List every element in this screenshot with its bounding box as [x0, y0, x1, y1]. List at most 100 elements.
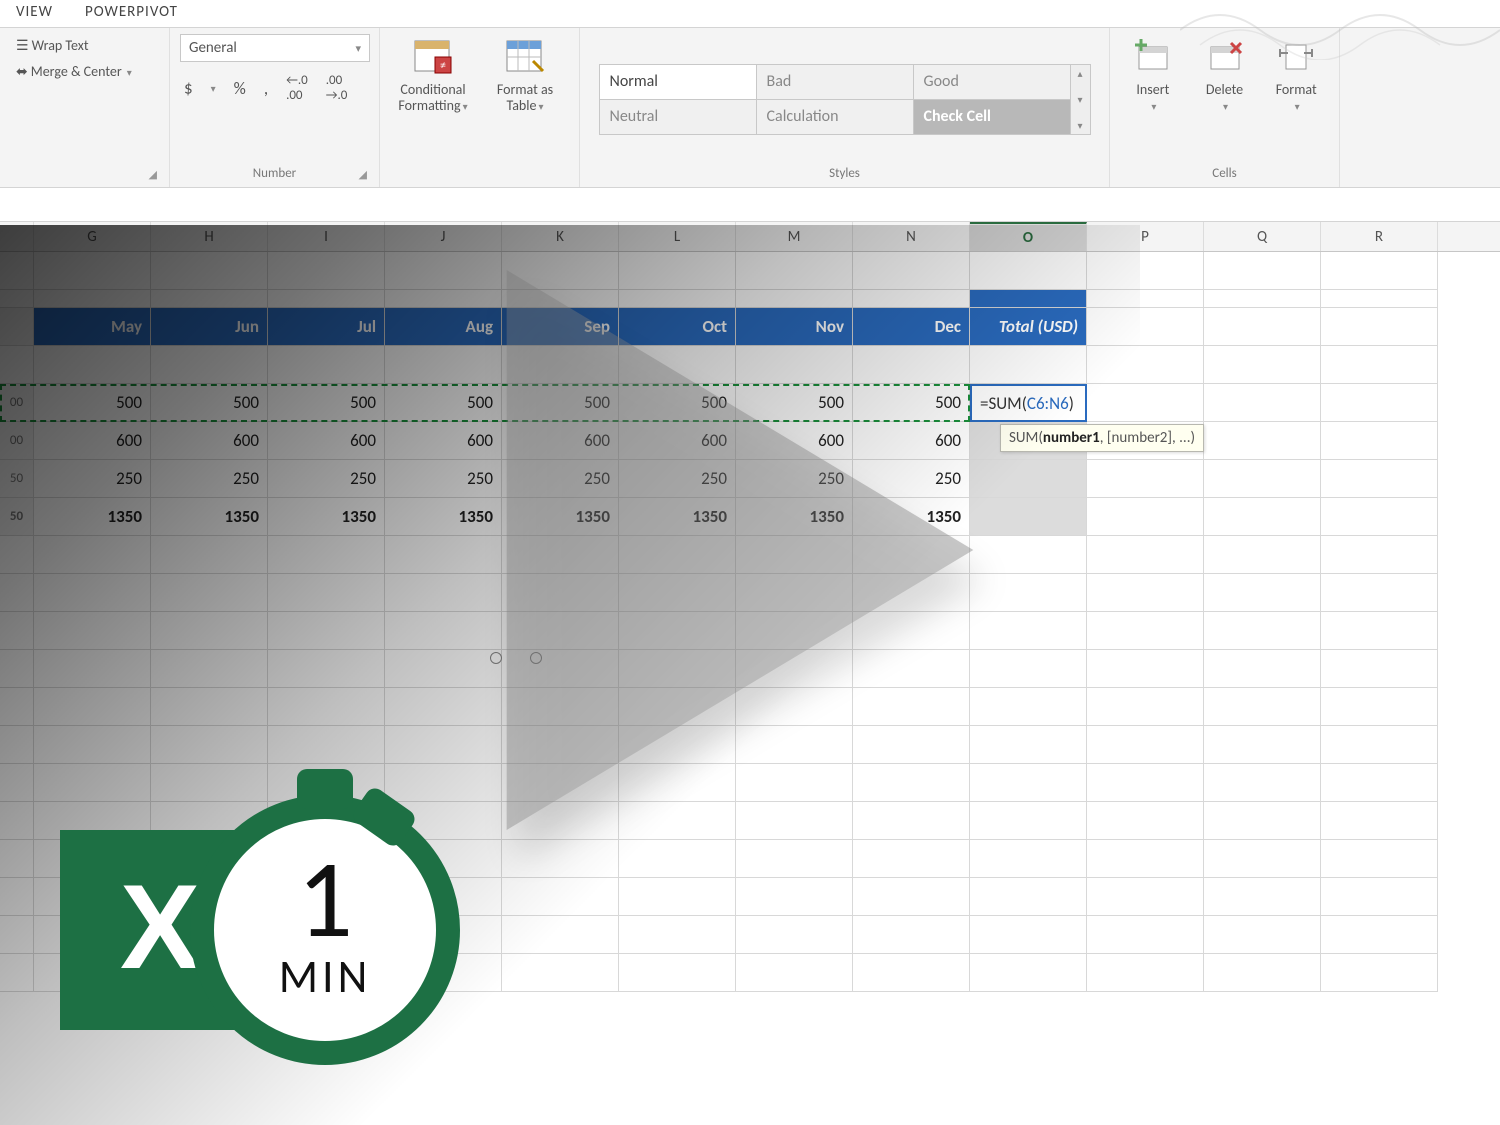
hdr-total: Total (USD): [970, 308, 1087, 346]
cell[interactable]: 600: [34, 422, 151, 460]
group-styles-gallery: Normal Bad Good Neutral Calculation Chec…: [580, 28, 1110, 187]
number-format-select[interactable]: General ▾: [180, 34, 370, 62]
percent-button[interactable]: %: [230, 76, 250, 101]
merge-center-label: Merge & Center: [31, 63, 122, 80]
cond-fmt-label-1: Conditional: [400, 81, 465, 98]
smart-tag-dot: [530, 652, 542, 664]
merge-center-button[interactable]: ⬌ Merge & Center: [10, 60, 138, 83]
cell[interactable]: 500: [619, 384, 736, 422]
stopwatch-icon: 1 MIN: [190, 795, 460, 1065]
cell[interactable]: 500: [502, 384, 619, 422]
col-head-I[interactable]: I: [268, 222, 385, 251]
hdr-dec: Dec: [853, 308, 970, 346]
cell-styles-gallery[interactable]: Normal Bad Good Neutral Calculation Chec…: [599, 64, 1071, 135]
group-label-cells: Cells: [1120, 164, 1329, 185]
cell[interactable]: 250: [736, 460, 853, 498]
conditional-formatting-icon: ≠: [412, 36, 454, 78]
chevron-down-icon: ▾: [355, 42, 361, 55]
cell[interactable]: 500: [34, 384, 151, 422]
wrap-text-label: Wrap Text: [32, 37, 89, 54]
cell[interactable]: 250: [151, 460, 268, 498]
decrease-decimal-button[interactable]: .00→.0: [322, 71, 352, 105]
cell[interactable]: 600: [736, 422, 853, 460]
conditional-formatting-button[interactable]: ≠ ConditionalFormatting: [390, 34, 476, 114]
cell[interactable]: 1350: [736, 498, 853, 536]
style-check-cell[interactable]: Check Cell: [914, 100, 1070, 134]
style-calculation[interactable]: Calculation: [757, 100, 913, 134]
col-head-H[interactable]: H: [151, 222, 268, 251]
group-label-number: Number◢: [180, 164, 369, 185]
currency-button[interactable]: $: [180, 76, 197, 101]
group-styles-buttons: ≠ ConditionalFormatting Format asTable: [380, 28, 580, 187]
insert-button[interactable]: Insert: [1120, 34, 1186, 114]
col-head-Q[interactable]: Q: [1204, 222, 1321, 251]
function-tooltip: SUM(number1, [number2], ...): [1000, 424, 1204, 452]
cell[interactable]: 600: [268, 422, 385, 460]
comma-button[interactable]: ,: [260, 76, 272, 101]
cell[interactable]: 600: [385, 422, 502, 460]
style-good[interactable]: Good: [914, 65, 1070, 99]
col-head-M[interactable]: M: [736, 222, 853, 251]
format-as-table-button[interactable]: Format asTable: [482, 34, 568, 114]
formula-bar[interactable]: [0, 188, 1500, 222]
col-head-L[interactable]: L: [619, 222, 736, 251]
hdr-jun: Jun: [151, 308, 268, 346]
hdr-nov: Nov: [736, 308, 853, 346]
hdr-jul: Jul: [268, 308, 385, 346]
col-head-J[interactable]: J: [385, 222, 502, 251]
group-number: General ▾ $ ▾ % , ←.0.00 .00→.0 Number◢: [170, 28, 380, 187]
number-format-value: General: [189, 39, 237, 57]
cell[interactable]: 250: [619, 460, 736, 498]
dialog-launcher-icon[interactable]: ◢: [149, 168, 157, 181]
style-neutral[interactable]: Neutral: [600, 100, 756, 134]
group-alignment: ☰ Wrap Text ⬌ Merge & Center ◢: [0, 28, 170, 187]
col-head-O[interactable]: O: [970, 222, 1087, 251]
hdr-aug: Aug: [385, 308, 502, 346]
cell[interactable]: 500: [268, 384, 385, 422]
cell[interactable]: 600: [502, 422, 619, 460]
data-row-500: 00 500 500 500 500 500 500 500 500 =SUM(…: [0, 384, 1500, 422]
cell[interactable]: 600: [151, 422, 268, 460]
active-cell[interactable]: =SUM(C6:N6): [970, 384, 1087, 422]
styles-scroll[interactable]: ▴▾▾: [1071, 64, 1091, 135]
cell[interactable]: 250: [268, 460, 385, 498]
col-head-K[interactable]: K: [502, 222, 619, 251]
tab-view[interactable]: VIEW: [0, 0, 69, 27]
style-bad[interactable]: Bad: [757, 65, 913, 99]
table-header-row: May Jun Jul Aug Sep Oct Nov Dec Total (U…: [0, 308, 1500, 346]
cell[interactable]: 1350: [34, 498, 151, 536]
col-head-G[interactable]: G: [34, 222, 151, 251]
hdr-oct: Oct: [619, 308, 736, 346]
select-all-corner[interactable]: [0, 222, 34, 251]
excel-1min-badge: X 1 MIN: [60, 795, 460, 1065]
tab-powerpivot[interactable]: POWERPIVOT: [69, 0, 194, 27]
cell[interactable]: 1350: [619, 498, 736, 536]
cell[interactable]: 1350: [151, 498, 268, 536]
stopwatch-min-label: MIN: [279, 949, 372, 1005]
merge-icon: ⬌: [16, 63, 28, 80]
dialog-launcher-icon[interactable]: ◢: [359, 168, 367, 181]
window-decoration: [1180, 0, 1500, 60]
cell[interactable]: 1350: [853, 498, 970, 536]
wrap-text-button[interactable]: ☰ Wrap Text: [10, 34, 138, 57]
col-head-N[interactable]: N: [853, 222, 970, 251]
cell[interactable]: 600: [619, 422, 736, 460]
style-normal[interactable]: Normal: [600, 65, 756, 99]
cell[interactable]: 1350: [268, 498, 385, 536]
cell[interactable]: 500: [151, 384, 268, 422]
cell[interactable]: 1350: [502, 498, 619, 536]
cell[interactable]: 250: [34, 460, 151, 498]
group-label-alignment: ◢: [10, 179, 159, 185]
hdr-sep: Sep: [502, 308, 619, 346]
col-head-P[interactable]: P: [1087, 222, 1204, 251]
cell[interactable]: 1350: [385, 498, 502, 536]
cell[interactable]: 500: [736, 384, 853, 422]
cell[interactable]: 250: [385, 460, 502, 498]
cell[interactable]: 600: [853, 422, 970, 460]
cell[interactable]: 500: [853, 384, 970, 422]
cell[interactable]: 500: [385, 384, 502, 422]
increase-decimal-button[interactable]: ←.0.00: [282, 71, 312, 105]
col-head-R[interactable]: R: [1321, 222, 1438, 251]
cell[interactable]: 250: [853, 460, 970, 498]
cell[interactable]: 250: [502, 460, 619, 498]
